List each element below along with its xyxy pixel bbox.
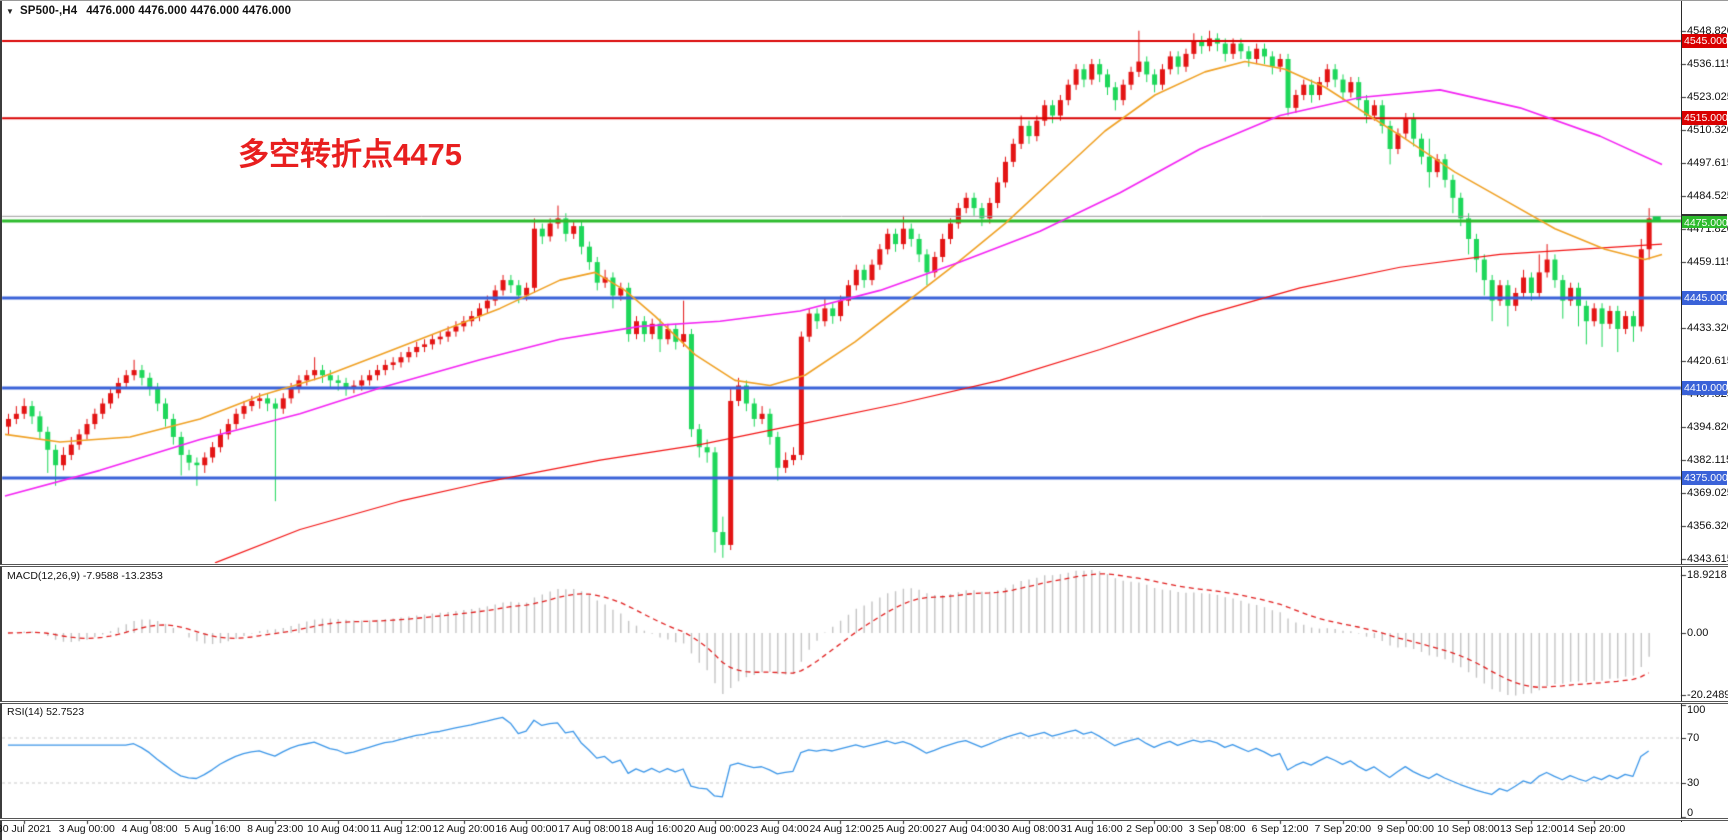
time-label: 10 Aug 04:00 — [307, 823, 369, 835]
price-tick-label: 4510.320 — [1687, 124, 1728, 137]
time-label: 2 Sep 00:00 — [1126, 823, 1183, 835]
price-axis-border — [1681, 1, 1682, 822]
separator-main-macd[interactable] — [0, 564, 1728, 567]
macd-axis-label: 0.00 — [1687, 627, 1709, 639]
separator-rsi-timeaxis — [0, 818, 1728, 821]
price-level-badge: 4545.000 — [1682, 34, 1728, 48]
price-tick-label: 4536.115 — [1687, 57, 1728, 70]
rsi-axis-label: 0 — [1687, 807, 1694, 819]
separator-macd-rsi[interactable] — [0, 701, 1728, 704]
time-label: 31 Aug 16:00 — [1060, 823, 1123, 835]
time-label: 7 Sep 20:00 — [1314, 823, 1372, 835]
time-label: 4 Aug 08:00 — [121, 823, 178, 835]
price-level-badge: 4515.000 — [1682, 111, 1728, 126]
price-tick-label: 4420.615 — [1687, 354, 1728, 367]
symbol-dropdown-icon[interactable]: ▼ — [6, 6, 15, 16]
price-tick-label: 4369.025 — [1687, 487, 1728, 500]
time-label: 3 Aug 00:00 — [58, 823, 115, 835]
time-label: 23 Aug 04:00 — [746, 823, 809, 835]
price-tick-label: 4433.320 — [1687, 322, 1728, 335]
price-tick-label: 4382.115 — [1687, 453, 1728, 466]
time-label: 10 Sep 08:00 — [1437, 823, 1500, 835]
rsi-axis-label: 30 — [1687, 777, 1700, 789]
price-tick-label: 4343.615 — [1687, 552, 1728, 565]
price-level-badge: 4375.000 — [1682, 471, 1728, 486]
price-annotation-text[interactable]: 多空转折点4475 — [238, 137, 462, 172]
price-level-badge: 4445.000 — [1682, 291, 1728, 306]
time-label: 30 Aug 08:00 — [997, 823, 1060, 835]
price-tick-label: 4356.320 — [1687, 520, 1728, 533]
price-tick-label: 4484.525 — [1687, 190, 1728, 203]
price-level-badge: 4410.000 — [1682, 381, 1728, 396]
price-tick-label: 4459.115 — [1687, 255, 1728, 268]
macd-axis-label: 18.9218 — [1687, 568, 1727, 581]
time-label: 17 Aug 08:00 — [558, 823, 621, 835]
price-tick-label: 4394.820 — [1687, 421, 1728, 434]
time-label: 13 Sep 12:00 — [1499, 823, 1563, 835]
price-tick-label: 4497.615 — [1687, 156, 1728, 169]
time-label: 16 Aug 00:00 — [495, 823, 558, 835]
rsi-axis-label: 100 — [1687, 704, 1706, 716]
time-label: 20 Aug 00:00 — [683, 823, 746, 835]
time-label: 8 Aug 23:00 — [247, 823, 304, 835]
rsi-indicator-label[interactable]: RSI(14) 52.7523 — [7, 706, 85, 718]
window-left-edge — [0, 1, 2, 840]
ohlc-quote-label: 4476.000 4476.000 4476.000 4476.000 — [86, 5, 292, 17]
price-level-badge: 4475.000 — [1682, 213, 1728, 229]
macd-indicator-label[interactable]: MACD(12,26,9) -7.9588 -13.2353 — [7, 570, 163, 582]
time-label: 11 Aug 12:00 — [370, 823, 432, 835]
time-label: 9 Sep 00:00 — [1377, 823, 1434, 835]
time-label: 30 Jul 2021 — [0, 823, 52, 835]
price-tick-label: 4523.025 — [1687, 91, 1728, 104]
time-label: 14 Sep 20:00 — [1562, 823, 1626, 835]
rsi-axis-label: 70 — [1687, 732, 1700, 744]
symbol-period-label: SP500-,H4 — [20, 5, 78, 17]
chart-titlebar: ▼ SP500-,H4 4476.000 4476.000 4476.000 4… — [6, 4, 291, 18]
time-label: 3 Sep 08:00 — [1188, 823, 1246, 835]
time-label: 12 Aug 20:00 — [432, 823, 495, 835]
time-label: 6 Sep 12:00 — [1251, 823, 1309, 835]
macd-axis-label: -20.2489 — [1687, 689, 1728, 702]
time-label: 25 Aug 20:00 — [872, 823, 935, 835]
time-label: 24 Aug 12:00 — [809, 823, 872, 835]
time-label: 27 Aug 04:00 — [935, 823, 997, 835]
time-label: 5 Aug 16:00 — [184, 823, 241, 835]
time-label: 18 Aug 16:00 — [621, 823, 683, 835]
